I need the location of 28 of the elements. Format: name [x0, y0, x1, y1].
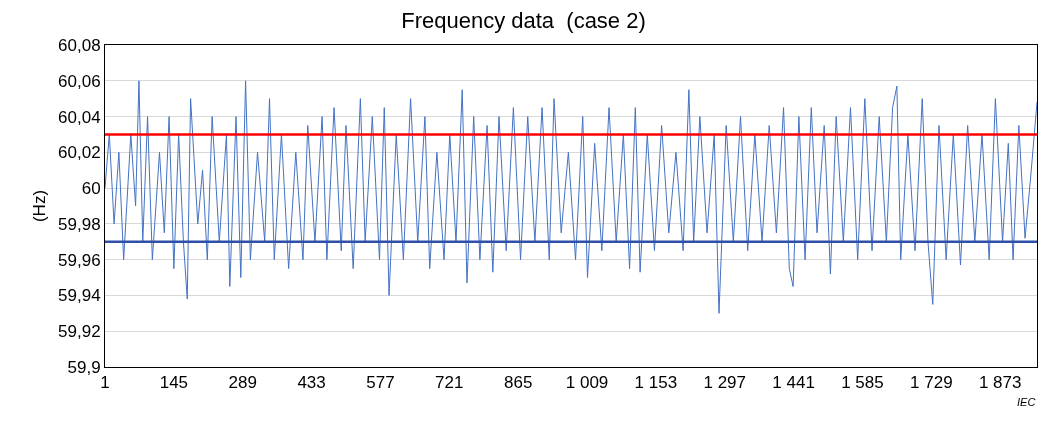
y-tick-label: 59,96	[58, 250, 101, 270]
y-tick-label: 60,08	[58, 35, 101, 55]
x-tick-label: 1 009	[565, 373, 609, 393]
x-tick-label: 865	[503, 373, 533, 393]
text: IEC	[1017, 396, 1036, 408]
y-tick-label: 59,98	[58, 214, 101, 234]
y-tick-label: 60,04	[58, 107, 101, 127]
y-tick-label: 60,02	[58, 143, 101, 163]
x-tick-label: 1 873	[978, 373, 1022, 393]
x-tick-label: 577	[366, 373, 395, 393]
y-axis-title: (Hz)	[29, 189, 49, 223]
x-tick-label: 1 585	[841, 373, 884, 393]
x-tick-label: 145	[159, 373, 189, 393]
x-tick-label: 1 297	[703, 373, 747, 393]
y-tick-label: 59,9	[67, 357, 101, 377]
y-tick-label: 59,92	[58, 322, 101, 342]
chart-title: Frequency data (case 2)	[401, 8, 646, 34]
y-tick-label: 59,94	[58, 286, 101, 306]
x-tick-label: 1	[100, 373, 110, 393]
line-series	[105, 80, 1037, 314]
x-tick-label: 289	[228, 373, 257, 393]
y-tick-label: 60	[81, 179, 101, 199]
x-tick-label: 1 441	[772, 373, 815, 393]
x-tick-label: 433	[297, 373, 326, 393]
x-tick-label: 1 153	[634, 373, 678, 393]
x-tick-label: 721	[435, 373, 464, 393]
y-tick-label: 60,06	[58, 71, 101, 91]
x-tick-label: 1 729	[910, 373, 953, 393]
